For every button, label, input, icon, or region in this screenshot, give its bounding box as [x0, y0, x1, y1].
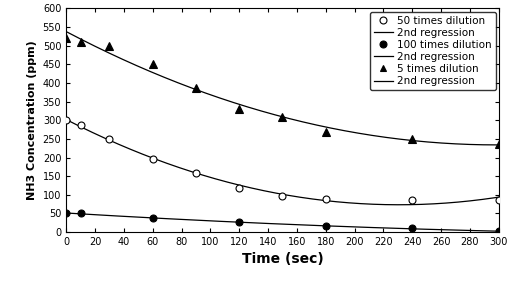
Y-axis label: NH3 Concentration (ppm): NH3 Concentration (ppm)	[27, 40, 37, 200]
X-axis label: Time (sec): Time (sec)	[242, 252, 323, 267]
Legend: 50 times dilution, 2nd regression, 100 times dilution, 2nd regression, 5 times d: 50 times dilution, 2nd regression, 100 t…	[370, 12, 496, 90]
